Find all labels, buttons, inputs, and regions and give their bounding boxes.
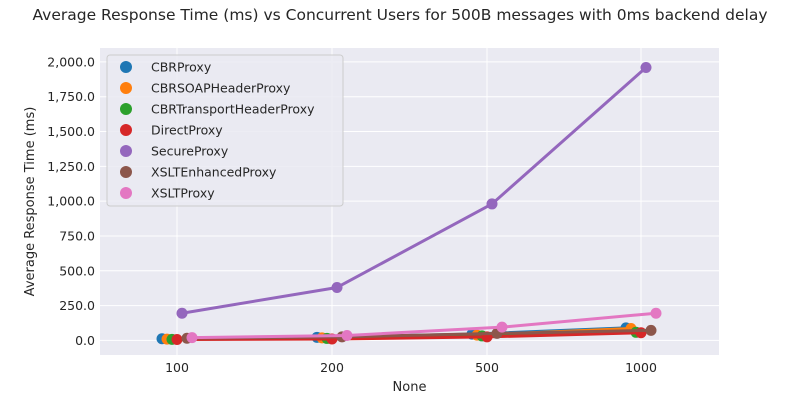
legend-label: CBRSOAPHeaderProxy <box>151 81 291 96</box>
data-point <box>186 332 198 344</box>
x-tick-labels: 100 200 500 1000 <box>165 360 657 375</box>
series-line <box>175 331 643 342</box>
data-point <box>650 307 662 319</box>
series-line <box>190 311 658 340</box>
data-point <box>341 330 353 342</box>
legend-marker <box>120 145 132 157</box>
x-tick-label: 100 <box>165 360 189 375</box>
data-point <box>331 281 343 293</box>
chart-title: Average Response Time (ms) vs Concurrent… <box>32 6 767 24</box>
legend-label: XSLTEnhancedProxy <box>151 165 277 180</box>
legend: CBRProxy CBRSOAPHeaderProxy CBRTransportHe… <box>106 54 344 207</box>
y-tick-label: 1,250.0 <box>47 159 95 174</box>
data-point <box>176 307 188 319</box>
legend-marker <box>120 166 132 178</box>
y-axis-label: Average Response Time (ms) <box>23 107 38 297</box>
legend-marker <box>120 61 132 73</box>
series-line <box>180 65 648 315</box>
data-point <box>496 321 508 333</box>
legend-label: DirectProxy <box>151 123 223 138</box>
legend-label: XSLTProxy <box>151 186 215 201</box>
x-axis-label: None <box>393 380 427 395</box>
legend-marker <box>120 103 132 115</box>
y-tick-labels: 0.0 250.0 500.0 750.0 1,000.0 1,250.0 1,500.0 1… <box>47 54 95 347</box>
y-tick-label: 1,000.0 <box>47 194 95 209</box>
x-tick-label: 200 <box>320 360 344 375</box>
y-tick-label: 1,750.0 <box>47 89 95 104</box>
legend-label: CBRTransportHeaderProxy <box>151 102 315 117</box>
data-series <box>156 61 662 346</box>
legend-label: CBRProxy <box>151 60 212 75</box>
legend-box <box>106 54 344 207</box>
legend-marker <box>120 82 132 94</box>
series-XSLTProxy <box>186 307 662 344</box>
data-point <box>635 327 647 339</box>
y-tick-label: 2,000.0 <box>47 54 95 69</box>
x-tick-label: 1000 <box>625 360 657 375</box>
legend-marker <box>120 124 132 136</box>
data-point <box>645 324 657 336</box>
data-point <box>486 198 498 210</box>
y-tick-label: 750.0 <box>59 228 95 243</box>
y-tick-label: 250.0 <box>59 298 95 313</box>
legend-label: SecureProxy <box>151 144 229 159</box>
data-point <box>640 61 652 73</box>
y-tick-label: 500.0 <box>59 263 95 278</box>
data-point <box>171 334 183 346</box>
y-tick-label: 1,500.0 <box>47 124 95 139</box>
x-tick-label: 500 <box>475 360 499 375</box>
series-SecureProxy <box>176 61 652 319</box>
legend-marker <box>120 187 132 199</box>
y-tick-label: 0.0 <box>75 333 95 348</box>
